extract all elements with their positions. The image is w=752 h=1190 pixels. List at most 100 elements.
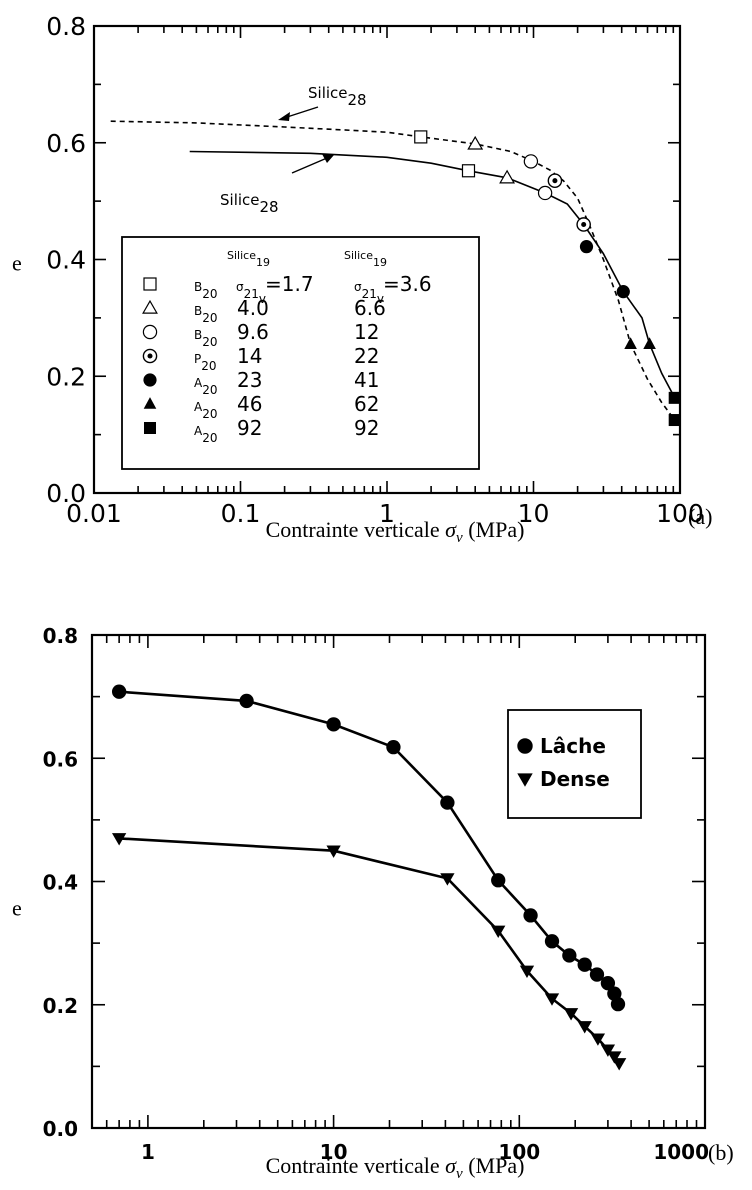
filled-circle-shape	[326, 717, 341, 732]
data-point-b-0	[523, 908, 538, 923]
data-point-a-0	[467, 135, 484, 150]
filled-circle-shape	[562, 948, 577, 963]
data-point-b-0	[491, 873, 506, 888]
y-axis-label-a: e	[12, 251, 22, 276]
legend-row-name: A20	[194, 400, 218, 421]
open-square-shape	[143, 277, 157, 291]
legend-val-col2: 62	[354, 392, 379, 416]
legend-row-name: B20	[194, 328, 218, 349]
panel-label-a: (a)	[688, 504, 712, 529]
data-point-b-0	[386, 740, 401, 755]
filled-circle-shape	[143, 373, 157, 387]
filled-circle-shape	[600, 976, 616, 991]
filled-triangle-down-shape	[600, 1044, 616, 1057]
series-line-a-1	[189, 150, 676, 399]
data-point-b-1	[563, 1008, 579, 1021]
data-point-a-1	[576, 217, 591, 232]
annotation-arrowhead-a-1	[322, 154, 334, 163]
dotted-circle-dot	[581, 221, 587, 227]
data-point-b-0	[577, 957, 592, 972]
y-axis-label-b: e	[12, 896, 22, 921]
y-tick-label-a: 0.0	[46, 479, 86, 508]
data-point-b-1	[491, 925, 506, 938]
annotation-silice-14: Silice28	[308, 84, 367, 109]
x-tick-label-a: 1	[379, 499, 395, 528]
y-tick-label-b: 0.2	[43, 994, 78, 1018]
legend-val-col2: 92	[354, 416, 379, 440]
legend-marker-b	[517, 773, 533, 787]
legend-marker-a	[142, 324, 158, 340]
data-point-b-0	[440, 795, 455, 810]
filled-circle-shape	[523, 908, 538, 923]
data-point-b-1	[612, 1058, 627, 1071]
data-point-a-0	[523, 154, 539, 169]
data-point-b-0	[239, 693, 254, 709]
data-point-b-0	[562, 948, 577, 963]
data-point-a-1	[461, 164, 476, 178]
legend-val-col2: 6.6	[354, 296, 386, 320]
legend-val-col1: 14	[237, 344, 262, 368]
data-point-b-1	[600, 1044, 616, 1057]
legend-sigma-col1: σ21v	[236, 280, 266, 306]
legend-sigma-col2: σ21v	[354, 280, 384, 306]
filled-triangle-down-shape	[517, 773, 533, 787]
annotation-silice-025: Silice28	[220, 191, 279, 216]
x-tick-label-a: 100	[656, 499, 704, 528]
data-point-a-1	[499, 169, 516, 184]
panel-a: 0.01 0.1 1 10 100 0.0 0.2 0.4 0.6 0.8 e (a) Contrain…	[12, 12, 712, 546]
legend-marker-a	[143, 277, 157, 291]
open-square-shape	[414, 130, 428, 144]
data-point-a-0	[668, 414, 681, 427]
x-tick-label-a: 0.1	[221, 499, 261, 528]
filled-square-shape	[668, 414, 681, 427]
data-point-a-0	[414, 130, 428, 144]
legend-row-name: B20	[194, 280, 218, 301]
filled-triangle-down-shape	[563, 1008, 579, 1021]
data-point-b-1	[577, 1021, 592, 1034]
filled-triangle-down-shape	[607, 1051, 622, 1064]
data-point-b-1	[326, 845, 341, 858]
filled-triangle-shape	[643, 337, 656, 349]
data-point-a-0	[547, 173, 563, 188]
open-square-shape	[461, 164, 476, 178]
legend-val-col1: 4.0	[237, 296, 269, 320]
filled-triangle-down-shape	[577, 1021, 592, 1034]
open-circle-shape	[523, 154, 539, 169]
data-point-a-1	[643, 337, 656, 349]
data-point-a-0	[579, 240, 594, 254]
legend-table-box	[121, 236, 480, 470]
filled-circle-shape	[386, 740, 401, 755]
filled-circle-shape	[111, 684, 127, 699]
filled-triangle-down-shape	[491, 925, 506, 938]
series-line-b-1	[119, 837, 621, 1065]
panel-b: 1 10 100 1000 0.0 0.2 0.4 0.6 0.8 e (b) Contrainte …	[12, 624, 734, 1182]
filled-circle-shape	[440, 795, 455, 810]
y-tick-label-b: 0.6	[43, 747, 78, 771]
filled-square-shape	[144, 422, 156, 434]
x-axis-label-a: Contrainte verticale σv (MPa)	[266, 517, 525, 546]
data-point-b-0	[589, 967, 605, 982]
legend-val-col1: 46	[237, 392, 262, 416]
filled-triangle-down-shape	[612, 1058, 627, 1071]
legend-marker-a	[143, 373, 157, 387]
filled-circle-shape	[589, 967, 605, 982]
x-tick-label-b: 10	[320, 1140, 348, 1164]
open-circle-shape	[537, 185, 553, 201]
filled-circle-shape	[491, 873, 506, 888]
x-axis-label-b: Contrainte verticale σv (MPa)	[266, 1153, 525, 1182]
legend-row-name: P20	[194, 352, 217, 373]
filled-triangle-down-shape	[519, 965, 535, 979]
filled-circle-shape	[579, 240, 594, 254]
x-tick-label-a: 10	[518, 499, 550, 528]
x-tick-label-a: 0.01	[66, 499, 122, 528]
data-point-b-1	[111, 833, 127, 846]
annotation-arrow-a-0	[283, 106, 319, 119]
y-tick-label-b: 0.0	[43, 1117, 78, 1141]
legend-val-col1: 92	[237, 416, 262, 440]
open-triangle-shape	[467, 135, 484, 150]
legend-marker-a	[143, 397, 157, 409]
annotation-arrowhead-a-0	[278, 112, 290, 121]
legend-label-b: Dense	[540, 767, 610, 791]
y-tick-label-a: 0.2	[46, 362, 86, 391]
